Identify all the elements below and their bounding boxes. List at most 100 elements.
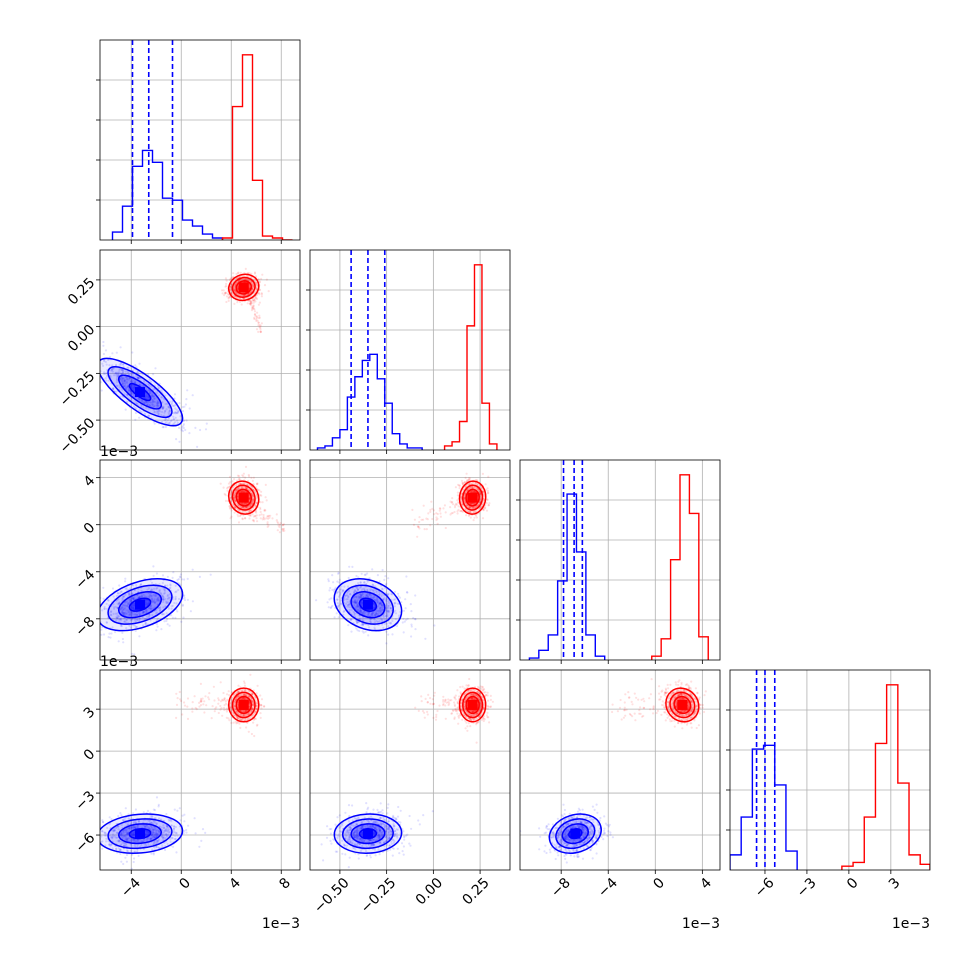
blue-point bbox=[169, 583, 172, 586]
red-point bbox=[261, 273, 264, 276]
red-point bbox=[261, 501, 264, 504]
red-point bbox=[237, 521, 241, 524]
blue-point bbox=[361, 624, 364, 627]
blue-point bbox=[386, 609, 389, 612]
blue-point bbox=[166, 623, 169, 626]
blue-point bbox=[165, 833, 168, 836]
blue-point bbox=[121, 597, 124, 600]
blue-point bbox=[354, 601, 357, 605]
blue-point bbox=[337, 605, 340, 608]
red-point bbox=[233, 295, 236, 298]
blue-point bbox=[158, 606, 161, 609]
blue-point bbox=[188, 407, 191, 410]
blue-point bbox=[145, 843, 148, 846]
blue-point bbox=[141, 594, 144, 598]
blue-point bbox=[165, 601, 168, 605]
red-point bbox=[259, 517, 262, 520]
blue-point bbox=[373, 618, 376, 621]
blue-point bbox=[366, 613, 369, 616]
blue-point bbox=[353, 601, 356, 605]
blue-point bbox=[111, 836, 114, 839]
blue-point bbox=[391, 619, 394, 623]
red-point bbox=[464, 485, 467, 488]
panel-frame bbox=[99, 39, 301, 241]
red-point bbox=[241, 490, 244, 494]
red-point bbox=[463, 497, 466, 500]
blue-point bbox=[155, 411, 158, 414]
blue-point bbox=[128, 593, 131, 596]
red-point bbox=[463, 481, 466, 484]
blue-point bbox=[387, 625, 390, 628]
blue-point bbox=[115, 377, 118, 380]
blue-point bbox=[103, 360, 106, 363]
red-point bbox=[278, 525, 281, 529]
blue-point bbox=[155, 404, 158, 407]
blue-point bbox=[176, 610, 179, 613]
blue-point bbox=[104, 377, 107, 380]
blue-point bbox=[151, 399, 154, 402]
red-point bbox=[487, 491, 490, 494]
blue-point bbox=[371, 568, 374, 571]
red-point bbox=[259, 493, 262, 497]
blue-point bbox=[105, 607, 109, 610]
blue-point bbox=[119, 619, 123, 622]
red-point bbox=[444, 511, 447, 514]
blue-point bbox=[345, 598, 348, 601]
blue-point bbox=[129, 599, 133, 602]
red-point bbox=[443, 504, 446, 507]
blue-point bbox=[346, 585, 350, 588]
red-point bbox=[239, 509, 242, 512]
red-point bbox=[234, 489, 237, 492]
blue-point bbox=[152, 405, 155, 408]
blue-point bbox=[385, 603, 388, 606]
blue-point bbox=[356, 586, 359, 589]
blue-point bbox=[109, 613, 112, 616]
red-point bbox=[259, 510, 262, 514]
blue-point bbox=[392, 598, 396, 601]
blue-point bbox=[124, 580, 127, 583]
blue-point bbox=[174, 598, 177, 601]
red-point bbox=[469, 490, 472, 493]
red-point bbox=[479, 498, 482, 501]
blue-point bbox=[130, 606, 133, 609]
blue-point bbox=[156, 392, 159, 395]
blue-point bbox=[360, 603, 363, 606]
blue-point bbox=[166, 597, 169, 601]
red-point bbox=[457, 483, 460, 486]
red-point bbox=[423, 528, 426, 531]
red-point bbox=[238, 300, 242, 303]
blue-point bbox=[101, 362, 104, 365]
blue-point bbox=[346, 594, 349, 597]
blue-point bbox=[378, 602, 382, 605]
blue-point bbox=[166, 575, 169, 578]
red-point bbox=[454, 504, 457, 507]
red-point bbox=[224, 291, 227, 294]
red-point bbox=[245, 506, 248, 509]
red-point bbox=[457, 501, 460, 504]
blue-point bbox=[166, 419, 169, 422]
red-point bbox=[471, 486, 474, 489]
blue-point bbox=[359, 581, 362, 584]
red-point bbox=[260, 292, 263, 295]
blue-point bbox=[151, 831, 155, 834]
blue-point bbox=[410, 625, 413, 628]
blue-point bbox=[383, 622, 387, 626]
blue-point bbox=[174, 412, 177, 415]
red-point bbox=[228, 279, 231, 282]
blue-point bbox=[125, 381, 129, 384]
blue-point bbox=[144, 603, 147, 606]
red-point bbox=[243, 517, 247, 520]
blue-point bbox=[115, 826, 118, 829]
red-point bbox=[244, 517, 247, 520]
red-point bbox=[476, 504, 479, 507]
red-point bbox=[426, 518, 429, 521]
blue-point bbox=[151, 815, 154, 818]
red-point bbox=[245, 275, 248, 278]
blue-point bbox=[101, 819, 104, 822]
blue-point bbox=[109, 374, 112, 377]
red-point bbox=[267, 517, 270, 520]
red-point bbox=[269, 514, 272, 517]
blue-point bbox=[165, 408, 168, 411]
red-point bbox=[461, 482, 464, 485]
red-point bbox=[470, 502, 473, 505]
